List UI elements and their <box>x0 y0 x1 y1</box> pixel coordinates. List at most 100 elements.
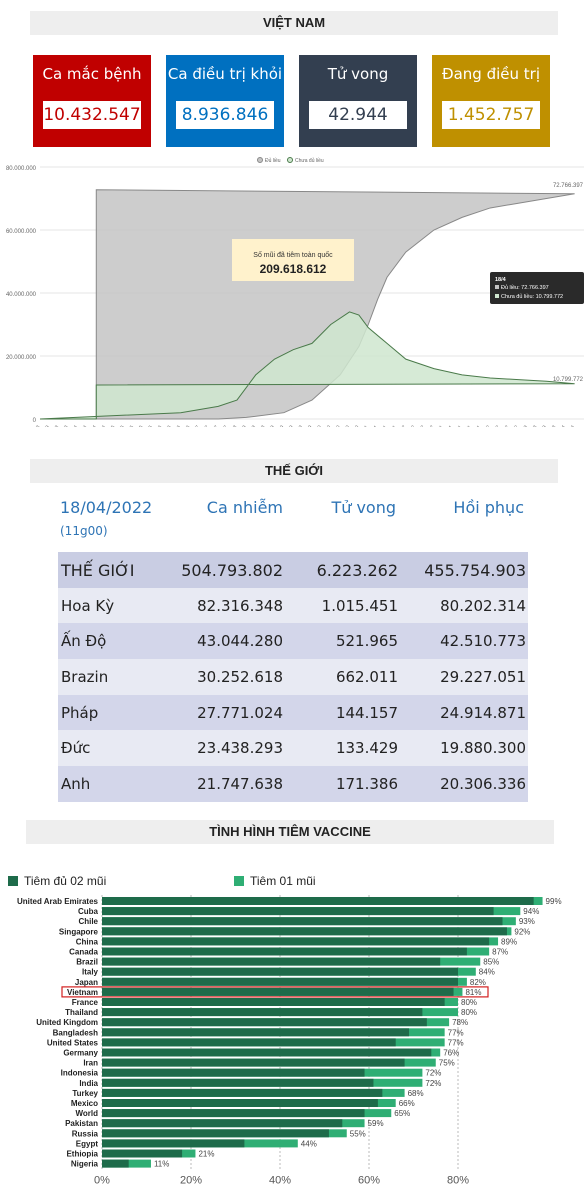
x-tick-label: 20% <box>180 1175 202 1187</box>
x-tick-label: 40% <box>269 1175 291 1187</box>
y-tick-label: 40.000.000 <box>6 292 37 298</box>
category-label: Canada <box>69 948 98 957</box>
stat-card-3: Đang điều trị 1.452.757 <box>432 55 550 147</box>
bar-value-label: 82% <box>470 978 486 987</box>
category-label: Italy <box>82 968 99 977</box>
bar-full <box>102 1109 365 1118</box>
world-cell-deaths: 171.386 <box>335 775 398 794</box>
x-tick-label: 6/3 <box>520 424 529 427</box>
x-tick-label: 11/7 <box>200 424 211 427</box>
x-tick-label: 10/10 <box>320 424 333 427</box>
world-cell-cases: 504.793.802 <box>181 561 283 580</box>
x-tick-label: 2/1 <box>436 424 445 427</box>
y-tick-label: 80.000.000 <box>6 166 37 172</box>
x-tick-label: 9/1 <box>445 424 454 427</box>
category-label: France <box>72 998 99 1007</box>
callout-value: 209.618.612 <box>260 262 327 276</box>
bar-full <box>102 1038 396 1047</box>
x-tick-label: 13/2 <box>490 424 501 427</box>
bar-value-label: 72% <box>425 1069 441 1078</box>
bar-value-label: 89% <box>501 937 517 946</box>
world-cell-recovered: 42.510.773 <box>440 632 526 651</box>
world-cell-name: Ấn Độ <box>61 632 107 651</box>
stat-card-value: 1.452.757 <box>442 101 540 129</box>
category-label: World <box>75 1109 98 1118</box>
world-cell-cases: 23.438.293 <box>197 739 283 758</box>
stat-card-label: Đang điều trị <box>441 65 541 83</box>
world-cell-deaths: 521.965 <box>335 632 398 651</box>
y-tick-label: 60.000.000 <box>6 229 37 235</box>
world-cell-cases: 27.771.024 <box>197 703 283 722</box>
x-tick-label: 14/3 <box>40 424 51 427</box>
legend-full-label: Tiêm đủ 02 mũi <box>24 874 106 888</box>
world-cell-recovered: 24.914.871 <box>440 703 526 722</box>
bar-value-label: 55% <box>350 1129 366 1138</box>
bar-full <box>102 1139 245 1148</box>
header-cases: Ca nhiễm <box>206 498 283 517</box>
bar-value-label: 68% <box>408 1089 424 1098</box>
x-tick-label: 0% <box>94 1175 110 1187</box>
tooltip-box <box>490 272 584 304</box>
category-label: Turkey <box>72 1089 98 1098</box>
category-label: Mexico <box>71 1099 98 1108</box>
x-tick-label: 15/8 <box>246 424 257 427</box>
tooltip-partial: Chưa đủ liều: 10.799.772 <box>501 293 563 300</box>
vaccination-area-chart: 80.000.000 60.000.000 40.000.000 20.000.000… <box>6 157 584 427</box>
x-tick-label: 18/7 <box>209 424 220 427</box>
x-tick-label: 5/12 <box>396 424 407 427</box>
world-cell-recovered: 80.202.314 <box>440 596 526 615</box>
vaccine-title: TÌNH HÌNH TIÊM VACCINE <box>26 820 554 844</box>
bar-value-label: 76% <box>443 1049 459 1058</box>
highlight-box <box>61 986 489 998</box>
x-tick-label: 26/12 <box>423 424 436 427</box>
area-series-partial <box>39 311 575 420</box>
x-tick-label: 20/6 <box>171 424 182 427</box>
bar-value-label: 84% <box>479 968 495 977</box>
x-tick-label: 28/3 <box>59 424 70 427</box>
bar-value-label: 75% <box>439 1059 455 1068</box>
world-cell-name: Đức <box>61 739 91 758</box>
world-cell-name: Brazin <box>61 668 109 687</box>
bar-full <box>102 1149 183 1158</box>
category-label: Russia <box>72 1129 99 1138</box>
bar-full <box>102 977 458 986</box>
world-cell-deaths: 144.157 <box>335 703 398 722</box>
category-label: United States <box>47 1038 99 1047</box>
x-tick-label: 6/2 <box>483 424 492 427</box>
bar-value-label: 21% <box>198 1150 214 1159</box>
bar-full <box>102 998 445 1006</box>
bar-value-label: 78% <box>452 1018 468 1027</box>
bar-full <box>102 1129 329 1138</box>
bar-full <box>102 1048 432 1057</box>
world-row: Brazin 30.252.618 662.011 29.227.051 <box>58 659 528 695</box>
world-cell-recovered: 455.754.903 <box>424 561 526 580</box>
bar-full <box>102 1099 378 1107</box>
world-cell-recovered: 19.880.300 <box>440 739 526 758</box>
stat-card-value: 8.936.846 <box>176 101 274 129</box>
bar-full <box>102 907 494 916</box>
category-label: Pakistan <box>65 1119 98 1128</box>
world-cell-recovered: 29.227.051 <box>440 668 526 687</box>
world-row: THẾ GIỚI 504.793.802 6.223.262 455.754.903 <box>58 552 528 588</box>
bar-full <box>102 897 534 905</box>
tooltip-partial-marker <box>495 294 499 298</box>
bar-value-label: 80% <box>461 998 477 1007</box>
legend-partial-label: Chưa đủ liều <box>295 157 324 164</box>
bar-value-label: 59% <box>368 1119 384 1128</box>
bar-full <box>102 937 490 946</box>
category-label: Singapore <box>59 927 99 936</box>
x-tick-label: 27/6 <box>181 424 192 427</box>
world-table: 18/04/2022 (11g00) Ca nhiễm Tử vong Hồi … <box>58 484 528 802</box>
world-row: Anh 21.747.638 171.386 20.306.336 <box>58 766 528 802</box>
stat-card-2: Tử vong 42.944 <box>299 55 417 147</box>
legend-full-label: Đủ liều <box>265 157 281 164</box>
bar-value-label: 11% <box>154 1160 169 1169</box>
x-tick-label: 11/4 <box>78 424 89 427</box>
world-cell-name: Anh <box>61 775 91 794</box>
header-deaths: Tử vong <box>331 498 396 517</box>
x-tick-label: 2/5 <box>108 424 117 427</box>
x-tick-label: 28/11 <box>386 424 399 427</box>
x-tick-label: 20/3 <box>537 424 548 427</box>
x-tick-label: 30/5 <box>143 424 154 427</box>
bar-full <box>102 1119 343 1128</box>
